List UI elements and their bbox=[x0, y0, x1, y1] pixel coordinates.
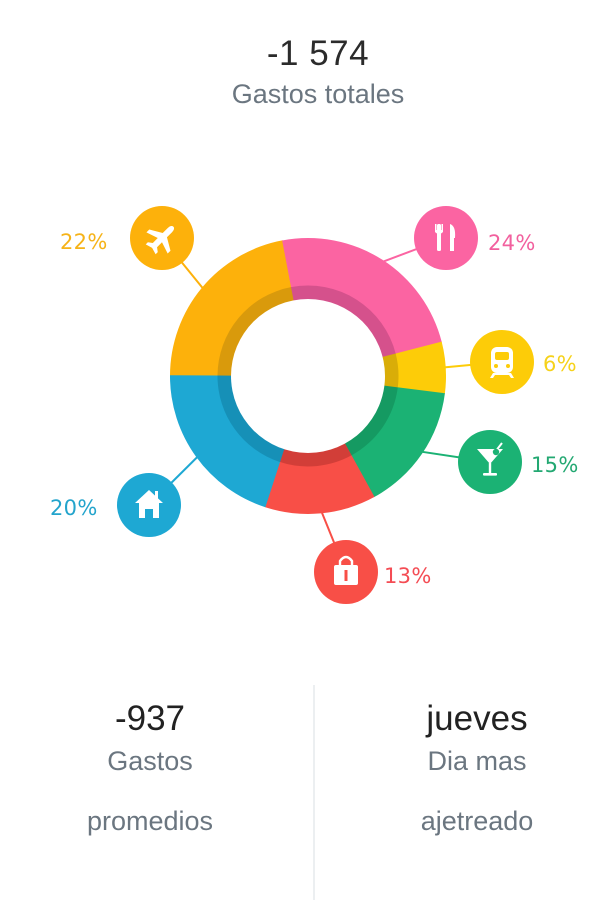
donut-segment-bag[interactable] bbox=[264, 454, 375, 514]
percent-label-bag: 13% bbox=[384, 564, 432, 588]
donut-segment-plane[interactable] bbox=[170, 240, 292, 376]
percent-label-train: 6% bbox=[543, 352, 577, 376]
category-badge-plane[interactable] bbox=[130, 206, 194, 270]
plane-icon bbox=[145, 225, 175, 255]
percent-label-plane: 22% bbox=[60, 230, 108, 254]
average-expenses-label-line1: Gastos bbox=[107, 746, 193, 776]
train-icon bbox=[490, 347, 514, 378]
donut-inner-band-train bbox=[381, 353, 399, 388]
total-expenses-label: Gastos totales bbox=[231, 79, 405, 109]
percent-label-cocktail: 15% bbox=[531, 453, 579, 477]
cocktail-icon bbox=[477, 442, 503, 476]
busiest-day-stat: jueves Dia mas ajetreado bbox=[372, 699, 582, 837]
busiest-day-label-line2: ajetreado bbox=[420, 806, 534, 836]
donut-hole bbox=[231, 299, 385, 453]
category-badge-cocktail[interactable] bbox=[458, 430, 522, 494]
donut-segment-train[interactable] bbox=[395, 341, 447, 395]
category-badge-home[interactable] bbox=[117, 473, 181, 537]
summary-stats: -937 Gastos promedios jueves Dia mas aje… bbox=[0, 685, 600, 900]
category-badge-bag[interactable] bbox=[314, 540, 378, 604]
average-expenses-label-line2: promedios bbox=[86, 806, 214, 836]
busiest-day-label-line1: Dia mas bbox=[427, 746, 527, 776]
cutlery-icon bbox=[435, 224, 456, 251]
donut-inner-band-cocktail bbox=[344, 385, 398, 456]
home-icon bbox=[135, 490, 163, 518]
average-expenses-value: -937 bbox=[114, 699, 186, 738]
donut-inner-band-cutlery bbox=[291, 285, 396, 358]
total-expenses-block: -1 574 Gastos totales bbox=[0, 34, 600, 114]
donut-segments bbox=[170, 238, 447, 514]
busiest-day-value: jueves bbox=[426, 699, 528, 738]
average-expenses-stat: -937 Gastos promedios bbox=[40, 699, 260, 837]
category-badge-cutlery[interactable] bbox=[414, 206, 478, 270]
percent-label-cutlery: 24% bbox=[488, 231, 536, 255]
shopping-bag-icon bbox=[334, 555, 358, 585]
donut-inner-band-plane bbox=[217, 287, 295, 376]
percent-label-home: 20% bbox=[50, 496, 98, 520]
donut-segment-home[interactable] bbox=[170, 375, 281, 508]
donut-segment-cutlery[interactable] bbox=[282, 238, 442, 355]
total-expenses-value: -1 574 bbox=[266, 34, 370, 73]
stats-divider bbox=[313, 685, 315, 900]
category-badge-train[interactable] bbox=[470, 330, 534, 394]
donut-segment-cocktail[interactable] bbox=[350, 387, 445, 498]
